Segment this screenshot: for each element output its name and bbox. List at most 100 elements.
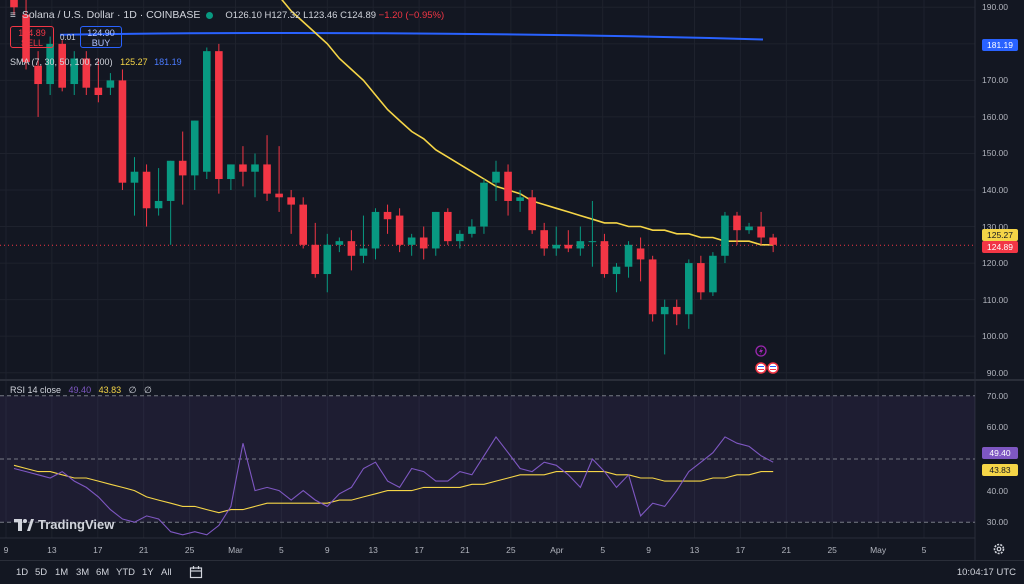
symbol-info: ≡ Solana / U.S. Dollar · 1D · COINBASE O… (10, 9, 444, 21)
change-value: −1.20 (−0.95%) (378, 9, 445, 21)
candle-body (456, 233, 464, 242)
candle-body (46, 43, 54, 85)
candle (323, 233, 332, 293)
candle-body (395, 215, 404, 245)
candle (588, 200, 597, 267)
range-button-3m[interactable]: 3M (76, 567, 90, 578)
rsi-lines (13, 435, 774, 536)
us-flag-event-icon[interactable] (754, 362, 782, 374)
candle (576, 226, 585, 256)
candle-body (528, 197, 536, 231)
candle-body (468, 226, 476, 234)
sell-price: 124.89 (18, 28, 46, 38)
symbol-name[interactable]: Solana / U.S. Dollar · 1D · COINBASE (21, 9, 201, 21)
sell-button[interactable]: 124.89 SELL (10, 26, 54, 48)
rsi-ma-badge: 43.83 (982, 464, 1018, 476)
candle (82, 51, 91, 95)
candle-body (564, 244, 573, 249)
candle (540, 222, 548, 256)
candle-body (166, 160, 175, 201)
rsi-path (13, 435, 774, 536)
candle-body (721, 215, 729, 256)
last-price-badge: 124.89 (982, 241, 1018, 253)
price-tick-label: 110.00 (982, 294, 1008, 305)
candle-body (407, 237, 416, 245)
candle-body (154, 200, 163, 209)
candle (444, 208, 452, 245)
candle-body (82, 58, 91, 88)
buy-button[interactable]: 124.90 BUY (80, 26, 122, 48)
candle-body (263, 164, 271, 194)
candle (660, 299, 669, 355)
candle (431, 211, 440, 256)
candle-body (757, 226, 765, 238)
candle-body (142, 171, 151, 209)
candle (166, 160, 175, 245)
calendar-icon[interactable] (189, 565, 203, 579)
candle-body (660, 306, 669, 315)
time-tick-label: 17 (93, 545, 103, 555)
candle (492, 160, 500, 201)
settings-gear-icon[interactable] (992, 542, 1006, 556)
time-tick-label: 13 (47, 545, 57, 555)
candle-body (106, 80, 115, 88)
candle-body (347, 241, 356, 256)
time-tick-label: 5 (921, 545, 927, 555)
candle-body (34, 65, 42, 85)
candle-body (275, 193, 283, 198)
candle-body (648, 259, 657, 315)
time-tick-label: 13 (689, 545, 700, 555)
candle-body (419, 237, 428, 249)
price-tick-label: 140.00 (982, 185, 1008, 195)
candle (46, 36, 54, 95)
range-button-1y[interactable]: 1Y (142, 567, 154, 578)
menu-icon[interactable]: ≡ (10, 9, 16, 21)
candle-body (10, 0, 18, 8)
candle (516, 190, 524, 212)
candle (624, 241, 633, 278)
candle-body (251, 164, 259, 172)
candle-body (612, 266, 621, 275)
range-button-1d[interactable]: 1D (16, 567, 29, 578)
range-button-ytd[interactable]: YTD (116, 567, 135, 578)
candle (142, 164, 151, 227)
candle-body (431, 211, 440, 249)
candle (407, 233, 416, 256)
candle (395, 208, 404, 253)
candle (456, 230, 464, 249)
candle (612, 263, 621, 293)
rsi-ma-value: 43.83 (98, 385, 122, 395)
range-button-5d[interactable]: 5D (35, 567, 48, 578)
lightning-event-icon[interactable] (755, 345, 767, 357)
tradingview-logo: TradingView (14, 517, 114, 532)
logo-text: TradingView (38, 517, 115, 532)
candle (203, 47, 211, 180)
candle (769, 233, 777, 253)
rsi-badge: 49.40 (982, 447, 1018, 459)
sma-slow-badge: 181.19 (982, 39, 1018, 51)
candle (600, 233, 609, 278)
utc-clock[interactable]: 10:04:17 UTC (956, 567, 1016, 578)
range-button-6m[interactable]: 6M (96, 567, 110, 578)
range-button-all[interactable]: All (161, 567, 172, 578)
candle-body (359, 248, 368, 256)
candle (10, 0, 18, 15)
sma-legend[interactable]: SMA (7, 30, 50, 100, 200) 125.27 181.19 (10, 57, 182, 67)
range-button-1m[interactable]: 1M (55, 567, 69, 578)
price-tick-label: 90.00 (986, 367, 1008, 378)
sma-label: SMA (7, 30, 50, 100, 200) (10, 57, 113, 67)
rsi-empty-1: ∅ (128, 385, 137, 395)
candle-body (203, 51, 211, 172)
candle-body (588, 241, 597, 243)
candle-body (697, 263, 705, 293)
time-tick-label: May (870, 545, 887, 555)
rsi-legend[interactable]: RSI 14 close 49.40 43.83 ∅ ∅ (10, 385, 152, 396)
price-tick-label: 170.00 (982, 75, 1008, 86)
sma-slow-line (59, 32, 764, 41)
candle (733, 211, 741, 245)
sma-value-slow: 181.19 (154, 57, 182, 67)
candle-body (576, 241, 585, 249)
candle (287, 190, 295, 234)
